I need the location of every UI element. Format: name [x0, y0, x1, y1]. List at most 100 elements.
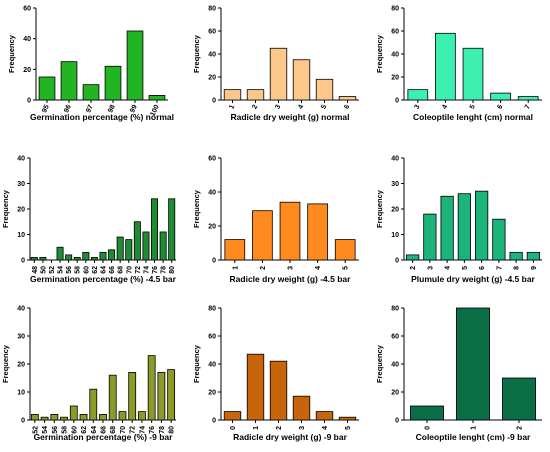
bar: [60, 61, 78, 101]
bar: [269, 47, 288, 101]
bar: [279, 201, 301, 261]
x-tick-label: 3: [427, 266, 434, 270]
bar: [462, 47, 484, 101]
bar: [440, 195, 454, 261]
y-tick-label: 40: [17, 306, 25, 313]
y-tick-label: 10: [391, 232, 399, 239]
y-tick-label: 40: [391, 52, 399, 59]
x-axis-label: Coleoptile lenght (cm) -9 bar: [416, 432, 531, 442]
bar: [133, 221, 141, 261]
x-tick-label: 9: [531, 266, 538, 270]
x-tick-label: 72: [135, 266, 142, 274]
y-axis-label: Frequency: [375, 189, 384, 228]
x-tick-label: 60: [83, 266, 90, 274]
bar: [60, 416, 68, 421]
bar: [99, 251, 107, 261]
bar: [168, 198, 176, 261]
x-tick-label: 0: [425, 426, 432, 430]
x-tick-label: 7: [496, 266, 503, 270]
x-tick-label: 3: [299, 426, 306, 430]
x-tick-label: 58: [62, 426, 69, 434]
y-axis-label: Frequency: [375, 344, 384, 383]
y-tick-label: 40: [208, 362, 216, 369]
bar: [246, 89, 265, 101]
bar: [338, 96, 357, 101]
x-tick-label: 80: [169, 426, 176, 434]
bar: [269, 360, 288, 421]
x-tick-label: 99: [129, 104, 139, 114]
chart-coleoptile-normal: Coleoptile lenght (cm) normal Frequency 0 2…: [375, 6, 542, 122]
bar: [492, 218, 506, 261]
x-tick-label: 6: [496, 104, 504, 111]
chart-radicle-9bar: Radicle dry weight (g) -9 bar Frequency 0 2…: [192, 306, 359, 442]
y-tick-label: 40: [391, 362, 399, 369]
x-tick-label: 52: [32, 426, 39, 434]
bar: [252, 210, 273, 261]
bar: [490, 92, 511, 101]
bar: [79, 414, 88, 421]
y-tick-label: 80: [391, 6, 399, 13]
x-tick-label: 54: [42, 426, 49, 434]
chart-germination-9bar: Germination percentage (%) -9 bar Frequen…: [1, 306, 176, 442]
x-tick-label: 2: [276, 426, 283, 430]
bar: [30, 257, 38, 261]
x-tick-label: 96: [63, 104, 73, 114]
bar: [148, 95, 166, 101]
x-tick-label: 66: [109, 266, 116, 274]
bar: [56, 246, 64, 261]
x-tick-label: 1: [471, 426, 478, 430]
y-tick-label: 30: [17, 334, 25, 341]
x-tick-label: 62: [81, 426, 88, 434]
x-tick-label: 78: [159, 426, 166, 434]
x-tick-label: 74: [143, 266, 150, 274]
x-tick-label: 56: [66, 266, 73, 274]
bar: [315, 411, 334, 421]
y-tick-label: 30: [391, 181, 399, 188]
bar: [334, 239, 356, 261]
y-axis-label: Frequency: [192, 34, 201, 73]
y-axis-label: Frequency: [1, 344, 10, 383]
x-tick-label: 80: [169, 266, 176, 274]
x-tick-label: 1: [253, 426, 260, 430]
x-axis-label: Radicle dry weight (g) normal: [230, 112, 349, 122]
bar: [104, 65, 122, 101]
bar: [90, 257, 98, 261]
y-tick-label: 0: [21, 258, 25, 265]
bar: [125, 239, 133, 261]
x-tick-label: 8: [514, 266, 521, 270]
x-tick-label: 3: [414, 104, 422, 111]
x-tick-label: 3: [274, 104, 282, 111]
y-tick-label: 0: [395, 258, 399, 265]
bar: [410, 405, 444, 421]
bar: [423, 213, 437, 261]
x-tick-label: 6: [343, 104, 351, 111]
y-tick-label: 80: [208, 6, 216, 13]
y-tick-label: 40: [391, 156, 399, 163]
bar: [147, 355, 156, 421]
chart-plumule-4-5bar: Plumule dry weight (g) -4.5 bar Frequency…: [375, 156, 542, 284]
y-axis-label: Frequency: [192, 344, 201, 383]
bar: [108, 249, 116, 261]
x-tick-label: 64: [101, 266, 108, 274]
x-tick-label: 58: [75, 266, 82, 274]
bar: [108, 374, 117, 421]
y-tick-label: 0: [395, 98, 399, 105]
y-tick-label: 0: [212, 98, 216, 105]
x-tick-label: 4: [297, 104, 305, 111]
x-tick-label: 2: [251, 104, 259, 111]
x-tick-label: 97: [85, 104, 95, 114]
bar: [315, 78, 334, 101]
bar: [38, 76, 56, 101]
y-tick-label: 60: [23, 6, 31, 13]
bar: [224, 239, 246, 261]
bar: [65, 254, 73, 261]
x-tick-label: 70: [120, 426, 127, 434]
bar: [50, 414, 59, 421]
bar: [39, 257, 47, 261]
x-tick-label: 2: [517, 426, 524, 430]
x-tick-label: 5: [345, 426, 352, 430]
bar: [89, 388, 98, 421]
bar: [292, 395, 311, 421]
bar: [223, 411, 242, 421]
y-tick-label: 40: [208, 190, 216, 197]
